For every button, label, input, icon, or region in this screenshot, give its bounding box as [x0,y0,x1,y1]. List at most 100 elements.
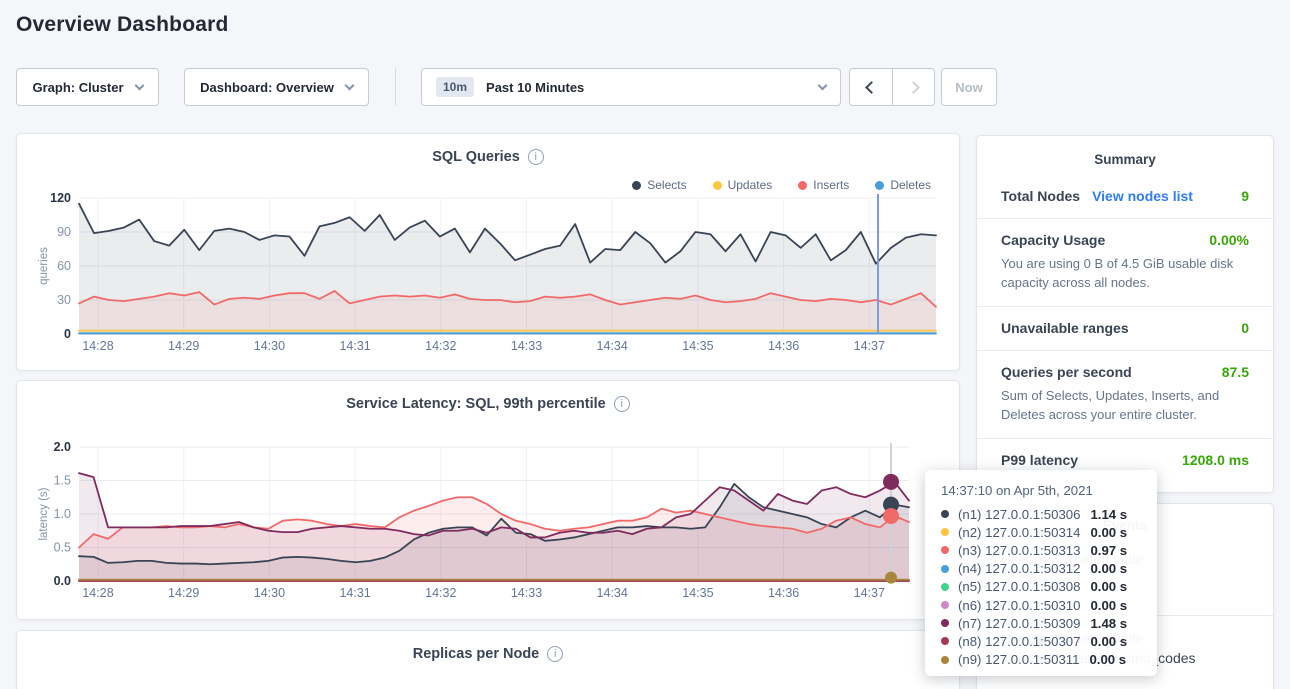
tooltip-node-label: (n6) 127.0.0.1:50310 [958,598,1080,613]
summary-item-description: Sum of Selects, Updates, Inserts, and De… [1001,386,1249,424]
time-prev-button[interactable] [850,69,892,105]
replicas-panel: Replicas per Node [16,630,960,689]
series-color-dot [941,637,949,645]
tooltip-node-value: 0.97 s [1090,543,1127,558]
tooltip-node-row: (n4) 127.0.0.1:50312 0.00 s [941,560,1141,578]
svg-text:14:33: 14:33 [511,339,542,353]
tooltip-node-label: (n2) 127.0.0.1:50314 [958,525,1080,540]
summary-title: Summary [977,136,1273,175]
time-range-dropdown[interactable]: 10m Past 10 Minutes [421,68,841,106]
tooltip-node-label: (n9) 127.0.0.1:50311 [958,652,1079,667]
svg-text:14:32: 14:32 [425,586,456,600]
tooltip-node-label: (n5) 127.0.0.1:50308 [958,579,1080,594]
series-color-dot [941,601,949,609]
info-icon[interactable] [528,149,544,165]
summary-item: Queries per second87.5Sum of Selects, Up… [977,351,1273,439]
tooltip-node-value: 0.00 s [1090,634,1127,649]
tooltip-node-value: 0.00 s [1090,525,1127,540]
tooltip-node-label: (n1) 127.0.0.1:50306 [958,507,1080,522]
sql-queries-panel: SQL Queries SelectsUpdatesInsertsDeletes… [16,133,960,371]
time-range-label: Past 10 Minutes [486,80,584,95]
chevron-right-icon [907,81,920,94]
svg-text:30: 30 [57,293,71,307]
tooltip-node-row: (n7) 127.0.0.1:50309 1.48 s [941,614,1141,632]
latency-chart[interactable]: 0.00.51.01.52.014:2814:2914:3014:3114:32… [17,436,961,611]
info-icon[interactable] [614,396,630,412]
latency-panel: Service Latency: SQL, 99th percentile 0.… [16,380,960,620]
chevron-down-icon [344,80,354,90]
chart-title: Replicas per Node [413,646,540,662]
svg-text:14:28: 14:28 [82,339,113,353]
svg-text:14:37: 14:37 [854,586,885,600]
summary-item: Total Nodes View nodes list 9 [977,175,1273,219]
chevron-left-icon [865,81,878,94]
summary-panel: Summary Total Nodes View nodes list 9 Capac… [976,135,1274,493]
tooltip-node-value: 0.00 s [1090,579,1127,594]
tooltip-node-value: 1.48 s [1090,616,1127,631]
summary-item: Capacity Usage 0.00% You are using 0 B of … [977,219,1273,307]
svg-text:14:36: 14:36 [768,339,799,353]
tooltip-node-row: (n8) 127.0.0.1:503070.00 s [941,632,1141,650]
series-color-dot [941,528,949,536]
tooltip-timestamp: 14:37:10 on Apr 5th, 2021 [941,483,1141,498]
tooltip-node-value: 0.00 s [1090,598,1127,613]
svg-text:14:33: 14:33 [511,586,542,600]
view-nodes-link[interactable]: View nodes list [1092,188,1193,204]
series-color-dot [941,510,949,518]
summary-item-value: 1208.0 ms [1182,452,1249,468]
svg-text:1.5: 1.5 [54,474,71,488]
sql-queries-chart[interactable]: 030609012014:2814:2914:3014:3114:3214:33… [17,189,961,364]
summary-item-description: You are using 0 B of 4.5 GiB usable disk… [1001,254,1249,292]
chart-title: SQL Queries [432,149,520,165]
now-button-label: Now [955,80,982,95]
svg-text:14:36: 14:36 [768,586,799,600]
tooltip-node-row: (n6) 127.0.0.1:50310 0.00 s [941,596,1141,614]
summary-item-label: Unavailable ranges [1001,320,1129,336]
tooltip-node-value: 1.14 s [1090,507,1127,522]
tooltip-node-value: 0.00 s [1090,561,1127,576]
tooltip-node-row: (n3) 127.0.0.1:50313 0.97 s [941,541,1141,559]
toolbar-divider [395,68,396,106]
time-next-button[interactable] [892,69,934,105]
svg-text:14:31: 14:31 [339,339,370,353]
summary-item: Unavailable ranges 0 [977,307,1273,351]
svg-text:14:37: 14:37 [854,339,885,353]
chart-hover-tooltip: 14:37:10 on Apr 5th, 2021 (n1) 127.0.0.1… [925,470,1157,676]
svg-text:14:31: 14:31 [339,586,370,600]
summary-item-value: 0 [1241,320,1249,336]
svg-text:2.0: 2.0 [54,440,71,454]
summary-item-value: 9 [1241,188,1249,204]
svg-text:latency (s): latency (s) [38,487,50,540]
dashboard-dropdown-label: Dashboard: Overview [200,80,334,95]
time-range-badge: 10m [436,77,474,97]
graph-dropdown-label: Graph: Cluster [32,80,123,95]
series-color-dot [941,565,949,573]
summary-item-label: Total Nodes [1001,188,1080,204]
svg-text:14:29: 14:29 [168,586,199,600]
svg-text:14:32: 14:32 [425,339,456,353]
svg-text:14:34: 14:34 [597,586,628,600]
series-color-dot [941,546,949,554]
svg-text:14:35: 14:35 [682,339,713,353]
tooltip-node-label: (n3) 127.0.0.1:50313 [958,543,1080,558]
svg-text:14:29: 14:29 [168,339,199,353]
summary-item-value: 0.00% [1209,232,1249,248]
series-color-dot [941,656,949,664]
chevron-down-icon [818,80,828,90]
chevron-down-icon [134,80,144,90]
summary-item-label: Capacity Usage [1001,232,1105,248]
time-nav-group [849,68,935,106]
svg-text:120: 120 [50,191,71,205]
tooltip-node-label: (n4) 127.0.0.1:50312 [958,561,1080,576]
now-button[interactable]: Now [941,68,997,106]
dashboard-dropdown[interactable]: Dashboard: Overview [184,68,369,106]
svg-text:1.0: 1.0 [54,507,71,521]
tooltip-node-row: (n2) 127.0.0.1:50314 0.00 s [941,523,1141,541]
tooltip-node-row: (n5) 127.0.0.1:50308 0.00 s [941,578,1141,596]
info-icon[interactable] [547,646,563,662]
tooltip-node-label: (n7) 127.0.0.1:50309 [958,616,1080,631]
svg-text:0.5: 0.5 [54,541,71,555]
svg-text:14:30: 14:30 [254,586,285,600]
graph-dropdown[interactable]: Graph: Cluster [16,68,159,106]
chart-title: Service Latency: SQL, 99th percentile [346,396,606,412]
